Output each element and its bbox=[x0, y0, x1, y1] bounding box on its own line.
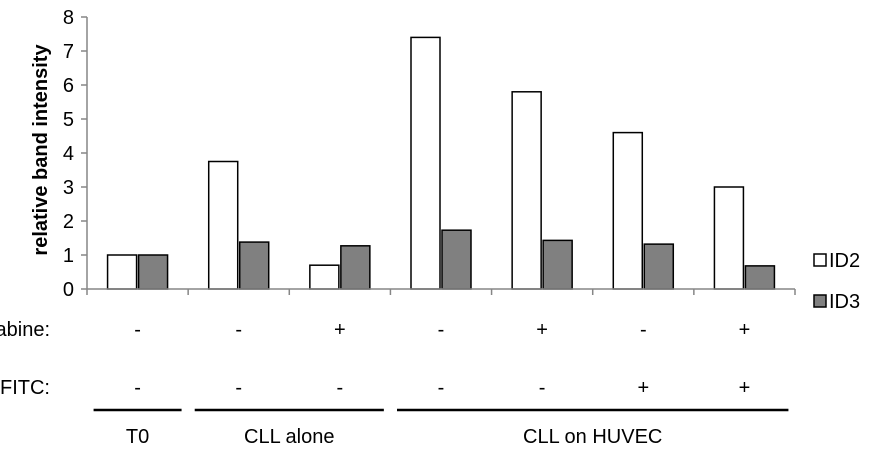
bar-id3 bbox=[441, 229, 472, 290]
condition-value: - bbox=[337, 377, 344, 399]
y-tick-label: 2 bbox=[63, 211, 74, 233]
condition-value: - bbox=[438, 319, 445, 341]
condition-value: + bbox=[739, 377, 751, 399]
bar-id3 bbox=[238, 241, 270, 290]
bar-id2 bbox=[207, 160, 239, 290]
group-brackets: T0 CLL alone CLL on HUVEC bbox=[93, 408, 789, 448]
condition-value: - bbox=[640, 319, 647, 341]
condition-value: + bbox=[637, 377, 649, 399]
condition-value: - bbox=[235, 377, 242, 399]
condition-value: + bbox=[334, 319, 346, 341]
y-tick-label: 1 bbox=[63, 245, 74, 267]
y-tick-label: 4 bbox=[63, 143, 74, 165]
legend-label: ID2 bbox=[829, 250, 860, 272]
group-label: CLL alone bbox=[244, 426, 334, 448]
bar-id2 bbox=[511, 91, 542, 290]
condition-label: FITC: bbox=[0, 377, 50, 399]
y-axis-ticks: 0 1 2 3 4 5 6 7 8 bbox=[63, 7, 87, 301]
condition-table: Fludarabine: - - + - + - + FITC: - - - - - + + bbox=[0, 319, 750, 399]
legend-swatch-id3 bbox=[813, 294, 827, 308]
x-axis-ticks bbox=[86, 289, 796, 295]
y-tick-label: 5 bbox=[63, 109, 74, 131]
y-tick-label: 8 bbox=[63, 7, 74, 29]
bar-id2 bbox=[309, 264, 340, 290]
legend: ID2 ID3 bbox=[813, 250, 860, 313]
condition-value: - bbox=[235, 319, 242, 341]
condition-value: - bbox=[539, 377, 546, 399]
condition-value: + bbox=[739, 319, 751, 341]
legend-swatch-id2 bbox=[813, 253, 827, 267]
bar-id2 bbox=[106, 254, 138, 290]
bar-id2 bbox=[612, 131, 644, 290]
condition-value: + bbox=[536, 319, 548, 341]
bar-id2 bbox=[410, 36, 441, 290]
legend-label: ID3 bbox=[829, 291, 860, 313]
condition-value: - bbox=[134, 319, 141, 341]
bar-id3 bbox=[643, 243, 675, 290]
y-tick-label: 6 bbox=[63, 75, 74, 97]
y-tick-label: 3 bbox=[63, 177, 74, 199]
bar-id3 bbox=[542, 239, 573, 290]
bar-id3 bbox=[340, 245, 371, 290]
y-tick-label: 0 bbox=[63, 279, 74, 301]
bars bbox=[106, 36, 776, 290]
condition-value: - bbox=[134, 377, 141, 399]
bar-id3 bbox=[744, 265, 776, 290]
y-axis-title: relative band intensity bbox=[30, 44, 52, 256]
bar-id2 bbox=[713, 186, 745, 290]
condition-label: Fludarabine: bbox=[0, 319, 50, 341]
bar-id3 bbox=[137, 254, 169, 290]
y-tick-label: 7 bbox=[63, 41, 74, 63]
condition-value: - bbox=[438, 377, 445, 399]
group-label: T0 bbox=[126, 426, 149, 448]
group-label: CLL on HUVEC bbox=[523, 426, 662, 448]
